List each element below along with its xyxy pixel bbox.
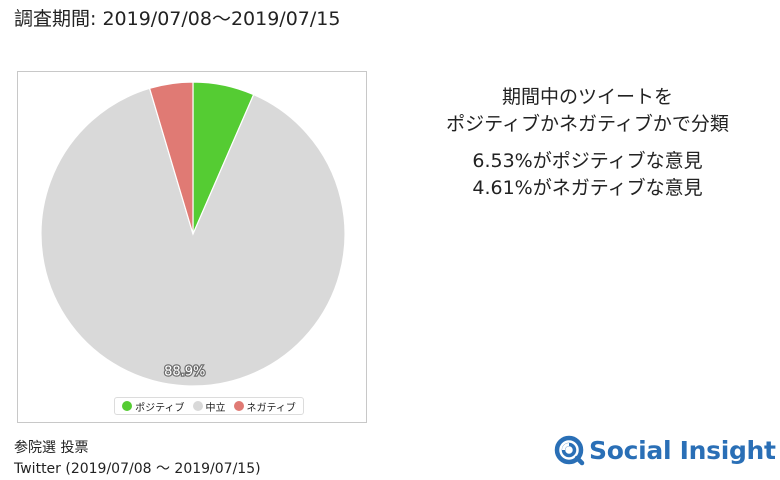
pie-chart-panel: 88.9% ポジティブ 中立 ネガティブ <box>17 71 367 423</box>
brand-logo: Social Insight <box>553 434 776 466</box>
legend-dot-negative <box>233 401 244 411</box>
source-note: 参院選 投票 Twitter (2019/07/08 ～ 2019/07/15) <box>14 438 261 480</box>
brand-name: Social Insight <box>589 435 776 465</box>
summary-line-1: 期間中のツイートを <box>501 86 673 108</box>
legend-item-negative[interactable]: ネガティブ <box>233 399 296 414</box>
legend-dot-neutral <box>192 401 203 411</box>
legend-label-negative: ネガティブ <box>246 402 296 414</box>
legend-dot-positive <box>122 401 133 411</box>
pie-slice-2[interactable] <box>148 81 194 235</box>
legend-item-positive[interactable]: ポジティブ <box>122 399 185 414</box>
summary-line-2: ポジティブかネガティブかで分類 <box>446 113 729 135</box>
source-topic: 参院選 投票 <box>14 440 89 456</box>
social-insight-icon <box>554 435 585 466</box>
legend-label-neutral: 中立 <box>205 402 226 414</box>
chart-legend: ポジティブ 中立 ネガティブ <box>114 397 304 415</box>
pie-chart: 88.9% <box>40 81 346 387</box>
summary-lead: 期間中のツイートを ポジティブかネガティブかで分類 <box>400 84 775 138</box>
legend-item-neutral[interactable]: 中立 <box>192 399 226 414</box>
pie-slice-1[interactable] <box>40 87 346 387</box>
negative-share-text: 4.61%がネガティブな意見 <box>472 177 703 199</box>
summary-text: 期間中のツイートを ポジティブかネガティブかで分類 6.53%がポジティブな意見… <box>400 84 775 202</box>
survey-period: 調査期間: 2019/07/08〜2019/07/15 <box>14 8 341 30</box>
source-platform-period: Twitter (2019/07/08 ～ 2019/07/15) <box>14 461 261 477</box>
positive-share-text: 6.53%がポジティブな意見 <box>472 150 703 172</box>
legend-label-positive: ポジティブ <box>135 402 185 414</box>
pie-data-label-0: 88.9% <box>164 365 205 380</box>
